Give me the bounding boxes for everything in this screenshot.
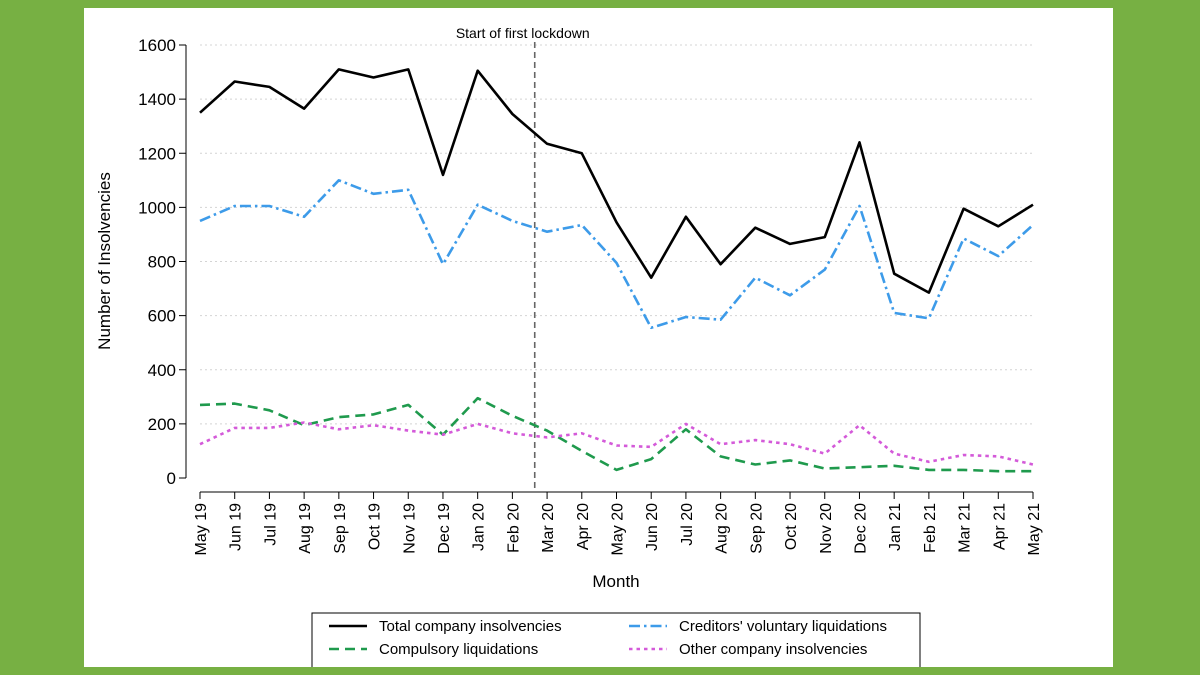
- x-tick-label: Jan 20: [471, 503, 488, 551]
- x-tick-label: Feb 21: [922, 503, 939, 553]
- x-tick-label: Apr 21: [991, 503, 1008, 550]
- x-tick-label: Oct 20: [783, 503, 800, 550]
- chart-panel: 0 200 400 600 800 1000 1200 1400 1600 May 19 Jun …: [84, 8, 1113, 667]
- x-tick-label: Jun 19: [228, 503, 245, 551]
- x-tick-label: Nov 19: [401, 503, 418, 554]
- x-tick-label: Dec 19: [436, 503, 453, 554]
- x-ticks: May 19 Jun 19 Jul 19 Aug 19 Sep 19 Oct 19 Nov …: [193, 492, 1043, 555]
- series-lines: [199, 68, 1034, 473]
- x-tick-label: Nov 20: [818, 503, 835, 554]
- x-tick-label: Mar 20: [540, 503, 557, 553]
- x-tick-label: Mar 21: [957, 503, 974, 553]
- legend: Total company insolvencies Creditors' vol…: [311, 612, 921, 667]
- x-tick-label: May 19: [193, 503, 210, 556]
- x-tick-label: Jun 20: [644, 503, 661, 551]
- series-line-0: [199, 68, 1034, 294]
- x-tick-label: Aug 20: [714, 503, 731, 554]
- line-chart: 0 200 400 600 800 1000 1200 1400 1600 May 19 Jun …: [95, 25, 1043, 667]
- x-tick-label: Oct 19: [367, 503, 384, 550]
- legend-box: [311, 612, 921, 667]
- x-tick-label: Dec 20: [852, 503, 869, 554]
- x-tick-label: Jul 19: [262, 503, 279, 546]
- y-tick-label: 1400: [138, 90, 176, 109]
- lockdown-label: Start of first lockdown: [456, 25, 590, 41]
- x-tick-label: Jan 21: [887, 503, 904, 551]
- x-tick-label: Sep 20: [748, 503, 765, 554]
- x-tick-label: Sep 19: [332, 503, 349, 554]
- x-tick-label: May 20: [610, 503, 627, 556]
- axes: [185, 45, 1033, 493]
- x-tick-label: Aug 19: [297, 503, 314, 554]
- y-axis-label: Number of Insolvencies: [95, 172, 114, 350]
- y-tick-label: 200: [148, 415, 176, 434]
- series-line-2: [199, 396, 1033, 473]
- y-tick-label: 1000: [138, 198, 176, 217]
- x-tick-label: Jul 20: [679, 503, 696, 546]
- y-tick-label: 1200: [138, 144, 176, 163]
- y-tick-label: 1600: [138, 36, 176, 55]
- gridlines: [200, 44, 1033, 425]
- x-axis-label: Month: [592, 572, 639, 591]
- legend-label: Creditors' voluntary liquidations: [679, 618, 887, 635]
- y-tick-label: 600: [148, 307, 176, 326]
- series-line-3: [199, 421, 1034, 466]
- x-tick-label: Feb 20: [505, 503, 522, 553]
- lockdown-annotation: Start of first lockdown: [456, 25, 590, 492]
- legend-label: Compulsory liquidations: [379, 641, 538, 658]
- y-ticks: 0 200 400 600 800 1000 1200 1400 1600: [138, 36, 186, 488]
- x-tick-label: Apr 20: [575, 503, 592, 550]
- y-tick-label: 0: [167, 469, 176, 488]
- y-tick-label: 800: [148, 253, 176, 272]
- x-tick-label: May 21: [1026, 503, 1043, 556]
- y-tick-label: 400: [148, 361, 176, 380]
- legend-label: Total company insolvencies: [379, 618, 562, 635]
- legend-label: Other company insolvencies: [679, 641, 867, 658]
- series-line-1: [199, 179, 1034, 330]
